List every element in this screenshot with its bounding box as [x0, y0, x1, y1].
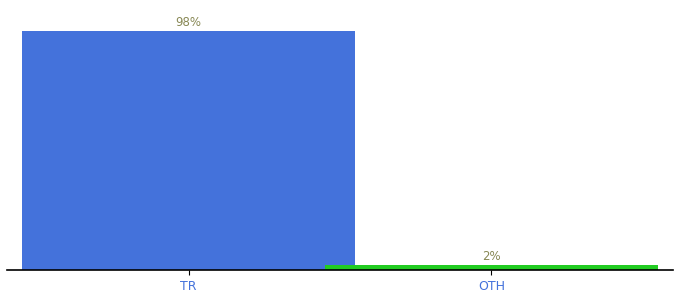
Text: 2%: 2%: [482, 250, 500, 263]
Bar: [22, 31, 355, 270]
Text: 98%: 98%: [175, 16, 201, 28]
Bar: [325, 266, 658, 270]
